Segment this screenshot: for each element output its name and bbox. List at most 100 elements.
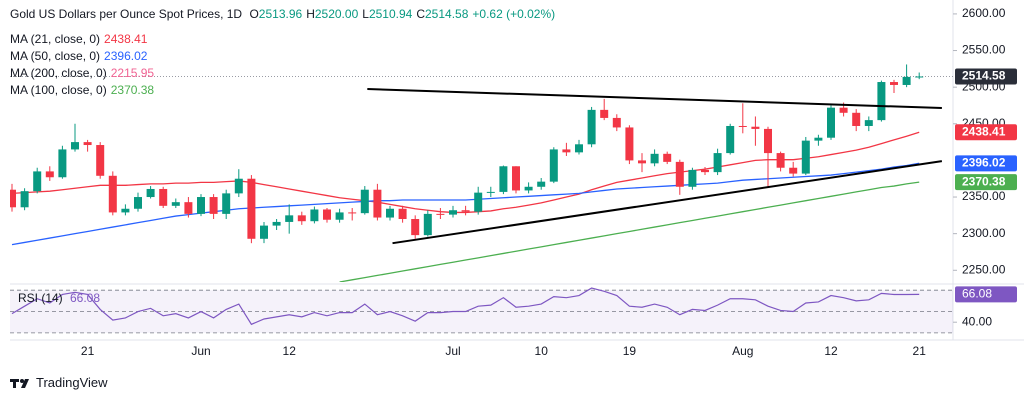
candle-body xyxy=(890,82,898,85)
price-badge xyxy=(955,68,1017,85)
candle-body xyxy=(575,144,583,153)
candle-body xyxy=(411,219,420,236)
candle-body xyxy=(171,202,180,206)
header-row: Gold US Dollars per Ounce Spot Prices, 1… xyxy=(10,6,559,23)
candle-body xyxy=(512,166,520,191)
candle-body xyxy=(272,221,281,226)
candle-body xyxy=(146,188,155,198)
x-tick-label: 19 xyxy=(623,344,637,358)
candle-body xyxy=(562,149,571,153)
legend: Gold US Dollars per Ounce Spot Prices, 1… xyxy=(10,6,559,99)
candle-body xyxy=(499,166,508,192)
rsi-line xyxy=(11,287,920,326)
ohlc-value: 2510.94 xyxy=(368,7,413,21)
y-tick-label: 2250.00 xyxy=(962,262,1006,276)
candle-body xyxy=(801,140,810,174)
candle-body xyxy=(827,107,835,138)
ma-badge xyxy=(955,174,1017,191)
trendline xyxy=(392,160,943,245)
candle-body xyxy=(108,175,117,213)
candle-body xyxy=(738,125,747,127)
y-tick-label: 40.00 xyxy=(962,314,992,328)
legend-row: MA (100, close, 0) 2370.38 xyxy=(10,82,559,99)
candle-body xyxy=(537,181,546,187)
x-tick-label: 12 xyxy=(824,344,838,358)
candle-body xyxy=(864,120,873,126)
candle-body xyxy=(398,208,407,220)
ma-badge-label: 2370.38 xyxy=(962,174,1006,188)
candle-body xyxy=(58,149,67,178)
y-tick-label: 2350.00 xyxy=(962,189,1006,203)
ohlc-label: C xyxy=(416,7,425,21)
logo xyxy=(10,378,29,388)
candle-body xyxy=(675,161,684,187)
candle-body xyxy=(234,178,243,194)
candle-body xyxy=(915,76,924,78)
candle-body xyxy=(688,169,697,187)
candle-body xyxy=(310,209,319,222)
candle-body xyxy=(625,127,634,161)
ma-badge xyxy=(955,155,1017,172)
candle-body xyxy=(902,76,911,85)
legend-row: MA (50, close, 0) 2396.02 xyxy=(10,48,559,65)
candle-body xyxy=(197,197,205,214)
legend-name: MA (200, close, 0) xyxy=(10,66,107,80)
candle-body xyxy=(184,202,193,214)
candle-body xyxy=(701,169,709,173)
candle-body xyxy=(663,153,672,162)
candle-body xyxy=(436,213,445,215)
price-pane xyxy=(10,64,953,282)
footer: TradingView xyxy=(10,375,108,390)
legend-row: MA (200, close, 0) 2215.95 xyxy=(10,65,559,82)
y-tick-label: 2600.00 xyxy=(962,6,1006,20)
ohlc-label: O xyxy=(249,7,259,21)
legend-name: MA (50, close, 0) xyxy=(10,49,101,63)
legend-value: 2370.38 xyxy=(110,83,155,97)
rsi-name: RSI (14) xyxy=(18,291,63,305)
ma-badge-label: 2396.02 xyxy=(962,155,1006,169)
candle-body xyxy=(134,197,142,209)
rsi-value: 66.08 xyxy=(70,291,100,305)
candle-body xyxy=(650,153,659,164)
candle-body xyxy=(423,213,432,236)
rsi-badge xyxy=(955,286,1017,303)
ohlc-label: L xyxy=(362,7,369,21)
candle-body xyxy=(449,210,457,215)
legend-name: MA (21, close, 0) xyxy=(10,32,101,46)
x-tick-label: 10 xyxy=(535,344,549,358)
candle-body xyxy=(348,212,357,214)
candle-body xyxy=(285,215,294,222)
ma-badge xyxy=(955,124,1017,141)
candle-body xyxy=(474,192,483,212)
legend-value: 2438.41 xyxy=(104,32,148,46)
candle-body xyxy=(71,142,79,150)
ma-badge-label: 2438.41 xyxy=(962,124,1006,138)
candle-body xyxy=(776,153,785,168)
y-tick-label: 2300.00 xyxy=(962,226,1006,240)
candle-body xyxy=(751,126,760,129)
candle-body xyxy=(297,215,306,222)
candle-body xyxy=(726,125,735,154)
ohlc-label: H xyxy=(306,7,315,21)
moving-average xyxy=(339,181,920,282)
candle-body xyxy=(260,225,268,239)
candle-body xyxy=(83,142,92,146)
price-badge-label: 2514.58 xyxy=(962,69,1006,83)
change: +0.62 (+0.02%) xyxy=(472,7,556,21)
candle-body xyxy=(764,128,772,154)
candle-body xyxy=(247,178,256,239)
candle-body xyxy=(852,112,861,126)
rsi-badge-label: 66.08 xyxy=(962,287,992,301)
candle-body xyxy=(45,171,54,178)
candle-body xyxy=(33,171,42,192)
ohlc-value: 2513.96 xyxy=(258,7,303,21)
legend-name: MA (100, close, 0) xyxy=(10,83,107,97)
candle-body xyxy=(638,160,646,164)
candle-body xyxy=(159,188,168,206)
candle-body xyxy=(335,212,344,220)
candle-body xyxy=(121,208,130,213)
x-tick-label: Jun xyxy=(191,344,210,358)
candle-body xyxy=(20,191,29,208)
candle-body xyxy=(386,208,394,218)
